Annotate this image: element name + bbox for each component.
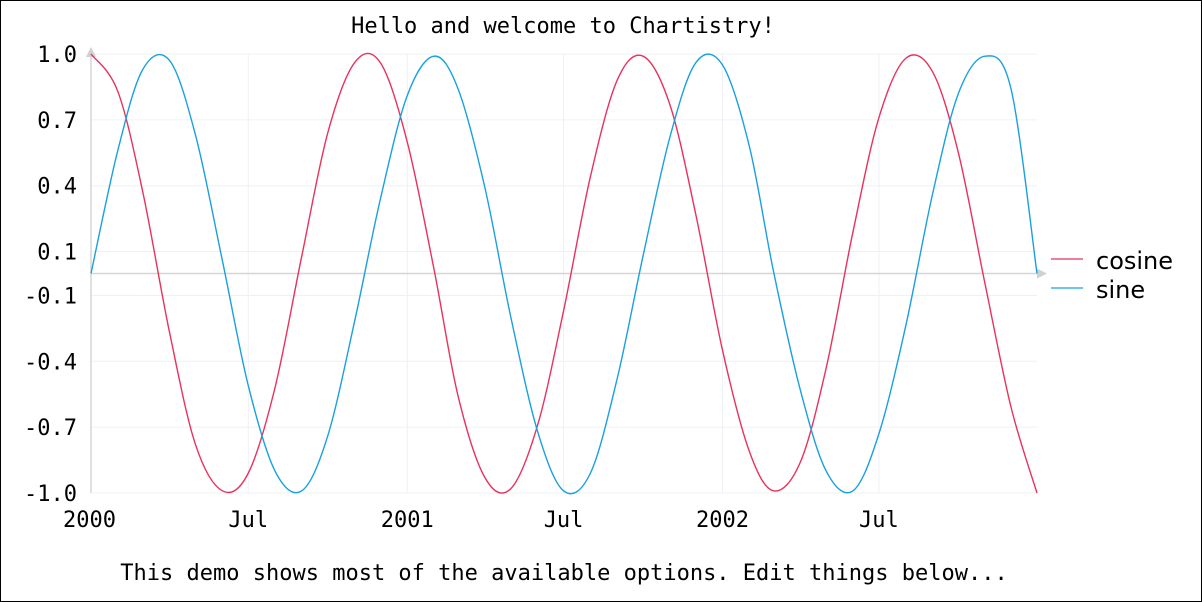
legend-label-cosine: cosine	[1096, 247, 1173, 275]
y-axis-arrow	[86, 47, 96, 57]
y-tick-label: 0.7	[37, 109, 77, 134]
x-tick-label: Jul	[859, 508, 899, 533]
series-lines	[90, 52, 1038, 495]
y-tick-label: 0.4	[37, 175, 77, 200]
chart-subtitle: This demo shows most of the available op…	[120, 561, 1007, 586]
x-tick-label: Jul	[228, 508, 268, 533]
y-tick-label: -0.1	[24, 284, 77, 309]
x-tick-label: 2001	[381, 508, 434, 533]
y-tick-label: -0.7	[24, 416, 77, 441]
series-line-sine	[90, 53, 1038, 495]
x-axis-arrow	[1037, 268, 1047, 279]
legend-label-sine: sine	[1096, 276, 1145, 304]
chart-title: Hello and welcome to Chartistry!	[351, 14, 775, 39]
y-tick-label: 0.1	[37, 241, 77, 266]
series-line-cosine	[90, 52, 1038, 494]
x-tick-label: 2002	[696, 508, 749, 533]
y-tick-label: 1.0	[37, 43, 77, 68]
y-tick-label: -1.0	[24, 482, 77, 507]
axes	[86, 47, 1047, 494]
legend: cosine sine	[1051, 247, 1173, 304]
x-tick-label: Jul	[544, 508, 584, 533]
x-tick-label: 2000	[63, 508, 116, 533]
y-tick-label: -0.4	[24, 350, 77, 375]
